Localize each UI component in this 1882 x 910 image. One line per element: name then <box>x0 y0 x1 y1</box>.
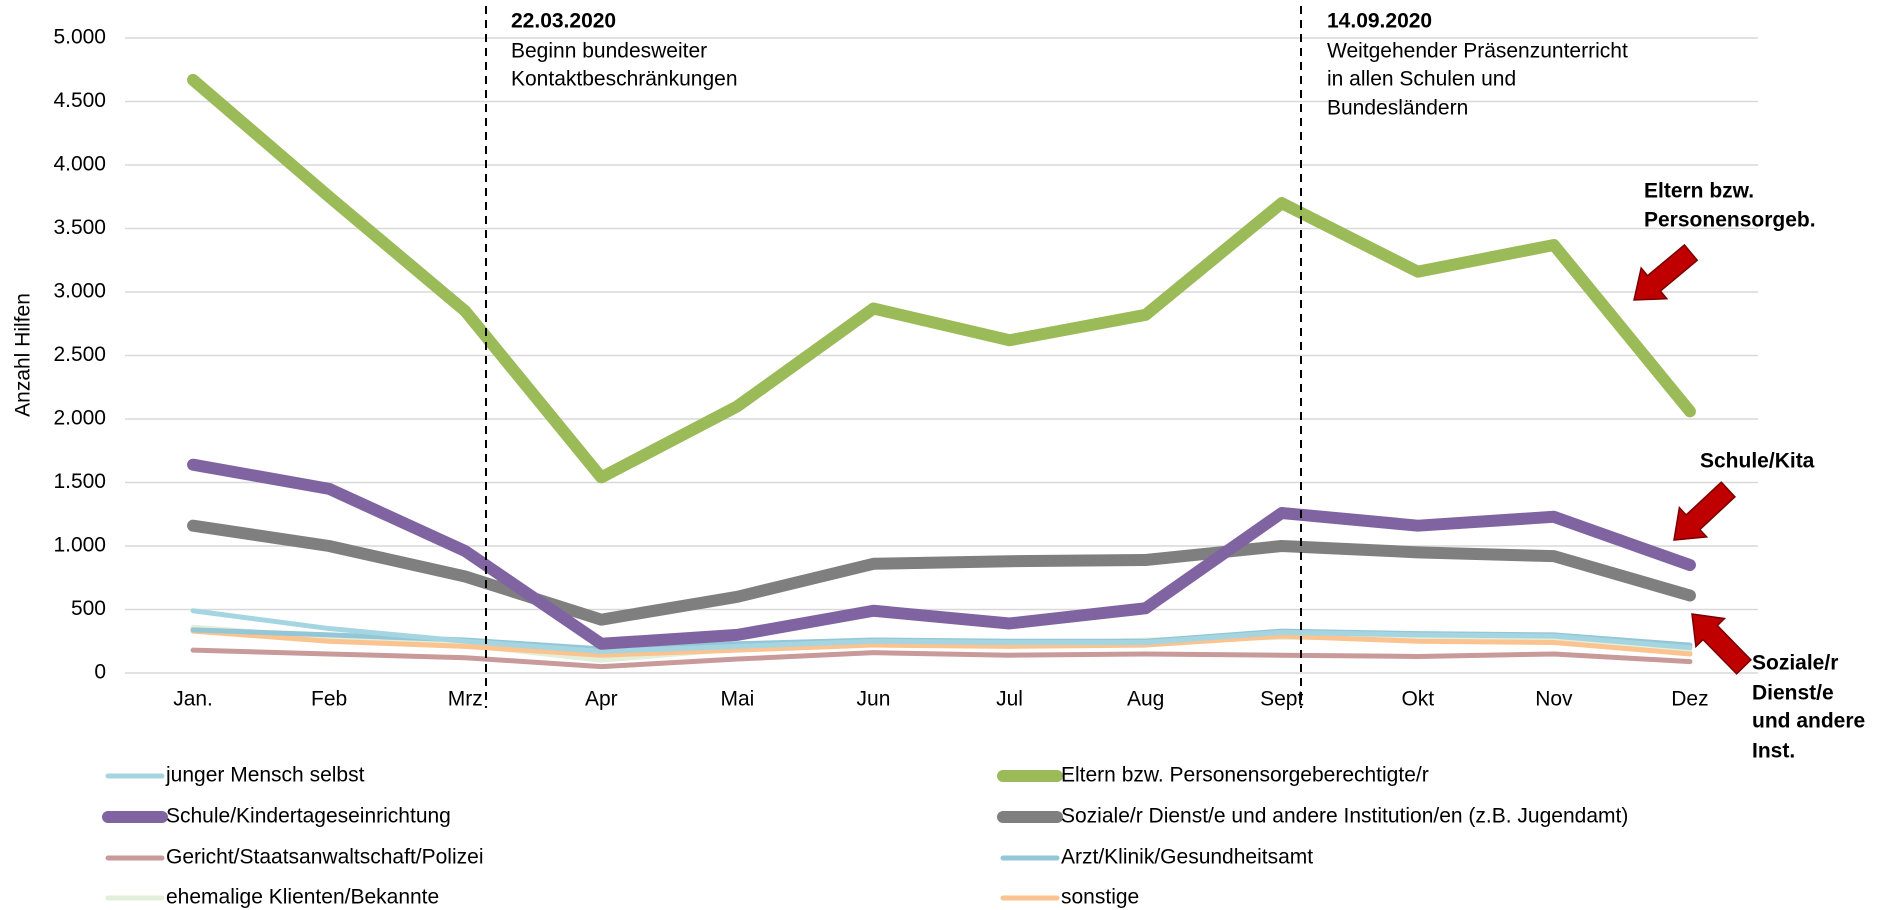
arrow-label: Dienst/e <box>1752 682 1834 705</box>
legend-label: sonstige <box>1061 886 1139 909</box>
x-tick-label: Nov <box>1535 688 1573 711</box>
arrow-label: Soziale/r <box>1752 652 1838 675</box>
annotation: 14.09.2020 <box>1327 10 1432 33</box>
y-tick-label: 3.000 <box>53 280 106 303</box>
legend-label: Gericht/Staatsanwaltschaft/Polizei <box>166 846 483 869</box>
arrow <box>1673 481 1737 541</box>
arrow-label: Personensorgeb. <box>1644 209 1816 232</box>
x-tick-label: Feb <box>311 688 347 711</box>
legend-label: Arzt/Klinik/Gesundheitsamt <box>1061 846 1313 869</box>
y-tick-label: 2.500 <box>53 343 106 366</box>
legend-label: Schule/Kindertageseinrichtung <box>166 805 451 828</box>
annotation: 22.03.2020 <box>511 10 616 33</box>
arrows <box>1633 243 1752 675</box>
arrow-label: Inst. <box>1752 740 1795 763</box>
annotation: Kontaktbeschränkungen <box>511 68 738 91</box>
y-tick-label: 3.500 <box>53 216 106 239</box>
grid <box>125 37 1758 674</box>
y-tick-label: 4.500 <box>53 89 106 112</box>
y-tick-label: 5.000 <box>53 26 106 49</box>
x-tick-label: Jul <box>996 688 1023 711</box>
annotation: Beginn bundesweiter <box>511 40 707 63</box>
arrow-label: und andere <box>1752 710 1865 733</box>
series-line <box>187 519 1696 626</box>
x-tick-label: Jun <box>857 688 891 711</box>
series-line <box>190 628 1693 658</box>
lines <box>187 73 1696 670</box>
arrow-label: Eltern bzw. <box>1644 180 1754 203</box>
arrow <box>1633 243 1699 301</box>
x-tick-label: Jan. <box>173 688 213 711</box>
legend-label: Eltern bzw. Personensorgeberechtigte/r <box>1061 764 1429 787</box>
y-tick-label: 0 <box>94 661 106 684</box>
series-line <box>190 608 1693 654</box>
y-tick-label: 1.000 <box>53 534 106 557</box>
legend-label: ehemalige Klienten/Bekannte <box>166 886 439 909</box>
y-tick-label: 2.000 <box>53 407 106 430</box>
legend-label: Soziale/r Dienst/e und andere Institutio… <box>1061 805 1628 828</box>
series-line <box>187 458 1696 650</box>
series-line <box>187 73 1696 484</box>
x-tick-label: Dez <box>1671 688 1708 711</box>
x-tick-label: Aug <box>1127 688 1164 711</box>
annotation: Weitgehender Präsenzunterricht <box>1327 40 1628 63</box>
x-tick-label: Mai <box>720 688 754 711</box>
y-axis-title: Anzahl Hilfen <box>12 293 35 417</box>
y-tick-label: 1.500 <box>53 470 106 493</box>
x-tick-label: Sept <box>1260 688 1303 711</box>
y-tick-label: 500 <box>71 597 106 620</box>
annotation: Bundesländern <box>1327 97 1468 120</box>
arrow <box>1691 613 1752 675</box>
series-line <box>190 647 1693 670</box>
x-tick-label: Mrz <box>448 688 483 711</box>
arrow-label: Schule/Kita <box>1700 450 1815 473</box>
annotation: in allen Schulen und <box>1327 68 1516 91</box>
legend-label: junger Mensch selbst <box>165 764 365 787</box>
x-tick-label: Okt <box>1401 688 1434 711</box>
y-tick-label: 4.000 <box>53 153 106 176</box>
x-tick-label: Apr <box>585 688 618 711</box>
